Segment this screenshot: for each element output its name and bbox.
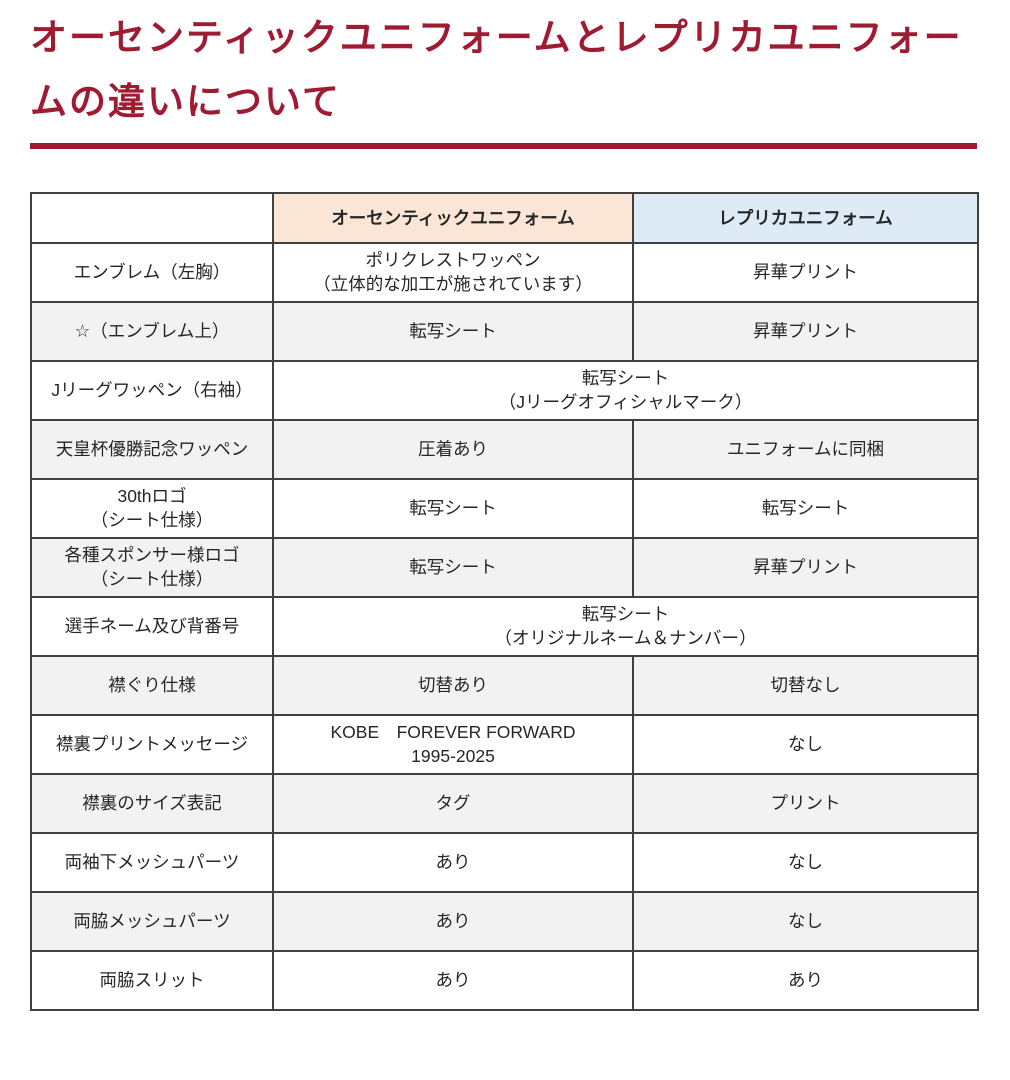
row-label: 天皇杯優勝記念ワッペン: [30, 418, 274, 480]
table-row-side-mesh: 両脇メッシュパーツ あり なし: [30, 890, 979, 952]
cell-authentic: 転写シート: [272, 477, 634, 539]
cell-authentic: 切替あり: [272, 654, 634, 716]
cell-replica: なし: [632, 713, 979, 775]
row-label: 両脇メッシュパーツ: [30, 890, 274, 952]
table-body: エンブレム（左胸） ポリクレストワッペン （立体的な加工が施されています） 昇華…: [30, 241, 979, 1011]
page-title: オーセンティックユニフォームとレプリカユニフォームの違いについて: [30, 17, 963, 123]
cell-replica: あり: [632, 949, 979, 1011]
row-label: 襟ぐり仕様: [30, 654, 274, 716]
table-row-emperors-cup-patch: 天皇杯優勝記念ワッペン 圧着あり ユニフォームに同梱: [30, 418, 979, 480]
cell-authentic: KOBE FOREVER FORWARD 1995-2025: [272, 713, 634, 775]
table-row-collar-spec: 襟ぐり仕様 切替あり 切替なし: [30, 654, 979, 716]
column-header-authentic: オーセンティックユニフォーム: [272, 191, 634, 244]
cell-replica: プリント: [632, 772, 979, 834]
cell-replica: 昇華プリント: [632, 241, 979, 303]
row-label: 各種スポンサー様ロゴ （シート仕様）: [30, 536, 274, 598]
table-row-star: ☆（エンブレム上） 転写シート 昇華プリント: [30, 300, 979, 362]
uniform-comparison-table: オーセンティックユニフォーム レプリカユニフォーム エンブレム（左胸） ポリクレ…: [30, 191, 979, 1011]
cell-authentic: ポリクレストワッペン （立体的な加工が施されています）: [272, 241, 634, 303]
header-row: オーセンティックユニフォーム レプリカユニフォーム: [30, 191, 979, 244]
cell-authentic: あり: [272, 949, 634, 1011]
cell-authentic: タグ: [272, 772, 634, 834]
cell-replica: ユニフォームに同梱: [632, 418, 979, 480]
row-label: 襟裏のサイズ表記: [30, 772, 274, 834]
row-label: 両袖下メッシュパーツ: [30, 831, 274, 893]
title-underline: [30, 142, 977, 149]
cell-authentic: 転写シート: [272, 536, 634, 598]
cell-replica: 転写シート: [632, 477, 979, 539]
table-row-collar-size-label: 襟裏のサイズ表記 タグ プリント: [30, 772, 979, 834]
table-row-sponsor-logos: 各種スポンサー様ロゴ （シート仕様） 転写シート 昇華プリント: [30, 536, 979, 598]
table-row-player-name-number: 選手ネーム及び背番号 転写シート （オリジナルネーム＆ナンバー）: [30, 595, 979, 657]
cell-authentic: あり: [272, 890, 634, 952]
table-row-underarm-mesh: 両袖下メッシュパーツ あり なし: [30, 831, 979, 893]
table-row-collar-message: 襟裏プリントメッセージ KOBE FOREVER FORWARD 1995-20…: [30, 713, 979, 775]
cell-shared: 転写シート （Jリーグオフィシャルマーク）: [272, 359, 979, 421]
cell-replica: 昇華プリント: [632, 536, 979, 598]
table-header: オーセンティックユニフォーム レプリカユニフォーム: [30, 191, 979, 244]
cell-replica: なし: [632, 890, 979, 952]
cell-authentic: 転写シート: [272, 300, 634, 362]
row-label: Jリーグワッペン（右袖）: [30, 359, 274, 421]
cell-replica: 切替なし: [632, 654, 979, 716]
table-row-side-slit: 両脇スリット あり あり: [30, 949, 979, 1011]
table-row-jleague-patch: Jリーグワッペン（右袖） 転写シート （Jリーグオフィシャルマーク）: [30, 359, 979, 421]
row-label: 襟裏プリントメッセージ: [30, 713, 274, 775]
row-label: エンブレム（左胸）: [30, 241, 274, 303]
cell-authentic: 圧着あり: [272, 418, 634, 480]
cell-shared: 転写シート （オリジナルネーム＆ナンバー）: [272, 595, 979, 657]
table-row-emblem: エンブレム（左胸） ポリクレストワッペン （立体的な加工が施されています） 昇華…: [30, 241, 979, 303]
page: オーセンティックユニフォームとレプリカユニフォームの違いについて オーセンティッ…: [30, 17, 979, 1011]
row-label: 両脇スリット: [30, 949, 274, 1011]
cell-replica: なし: [632, 831, 979, 893]
cell-authentic: あり: [272, 831, 634, 893]
table-row-30th-logo: 30thロゴ （シート仕様） 転写シート 転写シート: [30, 477, 979, 539]
row-label: 30thロゴ （シート仕様）: [30, 477, 274, 539]
column-header-blank: [30, 191, 274, 244]
row-label: 選手ネーム及び背番号: [30, 595, 274, 657]
cell-replica: 昇華プリント: [632, 300, 979, 362]
row-label: ☆（エンブレム上）: [30, 300, 274, 362]
column-header-replica: レプリカユニフォーム: [632, 191, 979, 244]
